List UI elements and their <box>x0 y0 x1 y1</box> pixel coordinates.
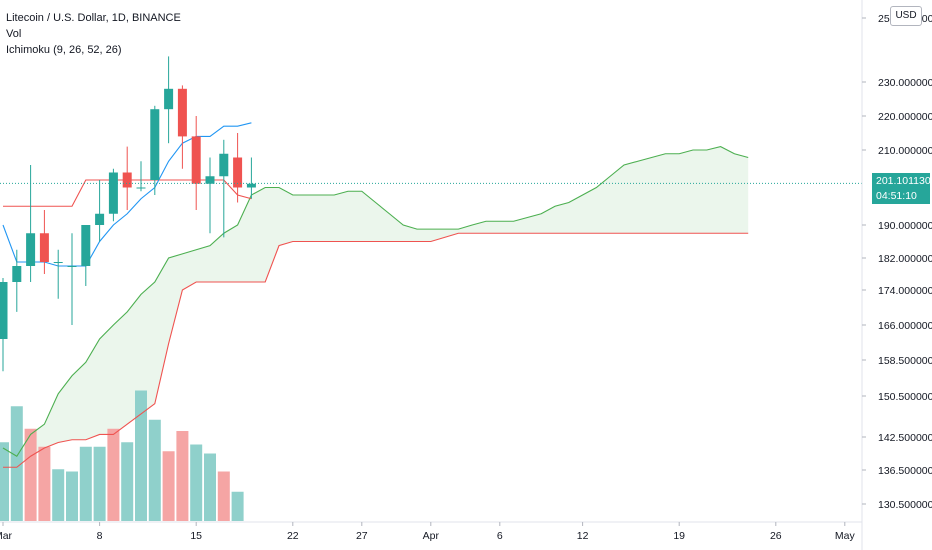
volume-bar <box>24 428 37 521</box>
x-tick-label: 19 <box>673 530 685 542</box>
volume-bar <box>0 442 9 521</box>
countdown-timer: 04:51:10 <box>876 190 917 202</box>
candle-body <box>0 282 8 339</box>
y-tick-label: 210.000000 <box>878 145 932 157</box>
x-tick-label: 6 <box>497 530 503 542</box>
candle-body <box>150 109 160 180</box>
volume-bar <box>10 406 23 521</box>
x-tick-label: Mar <box>0 530 13 542</box>
x-tick-label: 15 <box>190 530 202 542</box>
candle-body <box>219 153 229 177</box>
last-price-label: 201.101130 04:51:10 <box>872 173 931 204</box>
candlesticks <box>0 56 256 372</box>
candle-body <box>246 183 256 188</box>
y-tick-label: 150.500000 <box>878 391 932 403</box>
candle-body <box>191 136 201 184</box>
volume-bar <box>148 419 161 521</box>
candle-body <box>39 233 49 262</box>
volume-bar <box>176 431 189 521</box>
volume-bar <box>204 453 216 521</box>
volume-bar <box>52 469 65 521</box>
candle-body <box>136 187 146 189</box>
candle-body <box>205 176 215 184</box>
volume-bar <box>107 428 120 521</box>
y-tick-label: 182.000000 <box>878 253 932 265</box>
candle-body <box>81 225 91 266</box>
candle-body <box>95 213 105 225</box>
volume-bar <box>217 471 230 521</box>
volume-bar <box>190 444 203 521</box>
y-tick-label: 130.500000 <box>878 499 932 511</box>
volume-bars <box>0 390 244 521</box>
cloud-fill <box>3 146 749 468</box>
candle-body <box>108 172 118 214</box>
y-tick-label: 142.500000 <box>878 432 932 444</box>
x-tick-label: 22 <box>287 530 299 542</box>
y-tick-label: 158.500000 <box>878 355 932 367</box>
volume-bar <box>79 446 92 521</box>
x-tick-label: 26 <box>770 530 782 542</box>
ichimoku-cloud <box>3 146 749 468</box>
y-tick-label: 190.000000 <box>878 220 932 232</box>
ichimoku-lines <box>2 122 749 468</box>
volume-bar <box>162 451 175 521</box>
x-tick-label: May <box>835 530 856 542</box>
ichimoku-indicator-label[interactable]: Ichimoku (9, 26, 52, 26) <box>6 44 122 56</box>
volume-bar <box>135 390 147 521</box>
candle-body <box>164 88 174 110</box>
x-tick-label: Apr <box>423 530 440 542</box>
volume-indicator-label[interactable]: Vol <box>6 28 22 40</box>
y-tick-label: 174.000000 <box>878 285 932 297</box>
last-price-value: 201.101130 <box>876 175 931 187</box>
y-tick-label: 220.000000 <box>878 111 932 123</box>
volume-bar <box>38 446 51 521</box>
x-tick-label: 12 <box>577 530 589 542</box>
y-tick-label: 230.000000 <box>878 77 932 89</box>
y-tick-label: 166.000000 <box>878 320 932 332</box>
candle-body <box>26 233 36 266</box>
y-axis-ticks: 250.000000230.000000220.000000210.000000… <box>862 13 932 511</box>
volume-bar <box>66 471 78 521</box>
symbol-title[interactable]: Litecoin / U.S. Dollar, 1D, BINANCE <box>6 12 181 24</box>
leading-span-a-line <box>2 146 749 457</box>
volume-bar <box>231 491 244 521</box>
volume-bar <box>93 446 106 521</box>
candle-body <box>122 172 132 188</box>
currency-button[interactable]: USD <box>890 6 922 26</box>
candle-body <box>67 266 77 267</box>
x-tick-label: 27 <box>356 530 368 542</box>
candle-body <box>12 266 22 282</box>
candle-body <box>233 157 243 188</box>
y-tick-label: 136.500000 <box>878 465 932 477</box>
volume-bar <box>121 442 134 521</box>
candle-body <box>177 88 187 137</box>
x-axis-ticks: Mar 8 15 22 27 Apr 6 12 19 26 May <box>0 522 855 542</box>
chart-legend: Litecoin / U.S. Dollar, 1D, BINANCE Vol … <box>6 10 181 58</box>
x-tick-label: 8 <box>97 530 103 542</box>
candle-body <box>53 262 63 263</box>
leading-span-b-line <box>3 232 749 468</box>
